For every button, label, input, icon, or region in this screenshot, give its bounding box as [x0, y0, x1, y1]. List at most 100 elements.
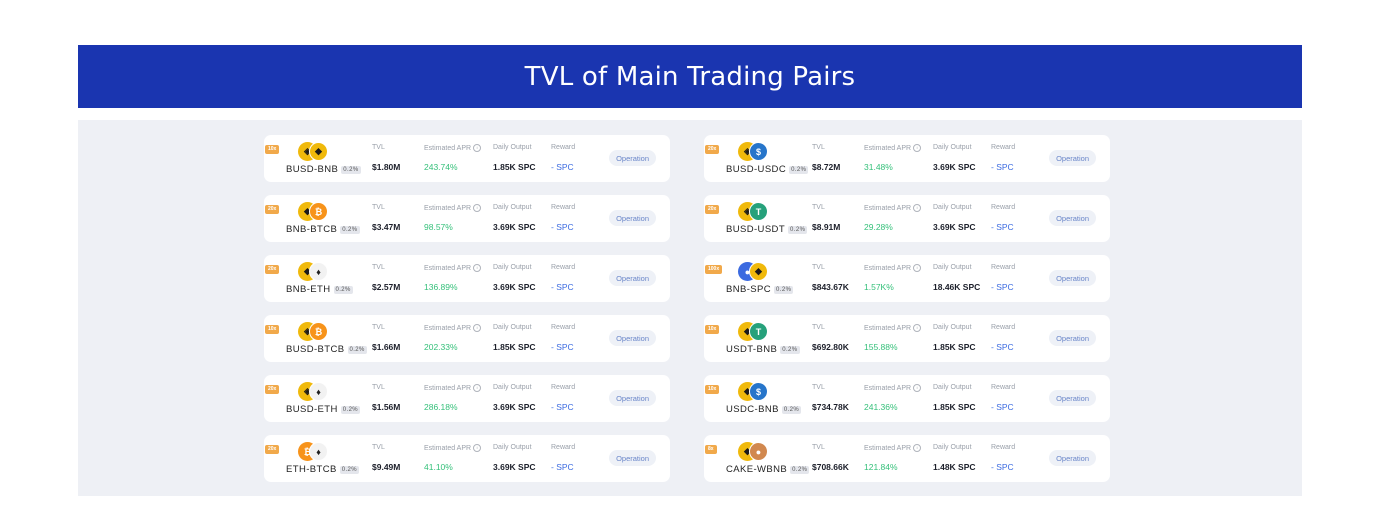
fee-badge: 0.2% [341, 165, 361, 174]
pair-icons: ◈ ♦ [298, 382, 328, 402]
token-icon-2: ♦ [309, 442, 328, 461]
tvl-label: TVL [372, 444, 385, 451]
apr-value: 1.57K% [864, 282, 894, 292]
operation-button[interactable]: Operation [1049, 390, 1096, 406]
multiplier-badge: 10x [705, 385, 720, 394]
daily-output-label: Daily Output [933, 384, 972, 391]
info-icon[interactable]: i [913, 144, 922, 152]
apr-value: 241.36% [864, 402, 898, 412]
info-icon[interactable]: i [473, 324, 482, 332]
pair-name: BUSD-ETH [286, 404, 338, 415]
pair-card: 20x ◆ ♦ BNB-ETH 0.2% TVL Estimated APR i… [264, 255, 670, 302]
multiplier-badge: 10x [705, 325, 720, 334]
pair-name: BUSD-USDT [726, 224, 786, 235]
multiplier-badge: 8x [705, 445, 717, 454]
apr-label: Estimated APR i [424, 264, 482, 272]
tvl-value: $3.47M [372, 222, 401, 232]
reward-value: - SPC [551, 462, 574, 472]
tvl-value: $1.80M [372, 162, 401, 172]
operation-button[interactable]: Operation [1049, 270, 1096, 286]
info-icon[interactable]: i [913, 264, 922, 272]
reward-value: - SPC [991, 402, 1014, 412]
reward-label: Reward [551, 384, 576, 391]
operation-button[interactable]: Operation [609, 390, 656, 406]
operation-button[interactable]: Operation [1049, 210, 1096, 226]
pair-name-row: BNB-SPC 0.2% [726, 284, 794, 295]
apr-label: Estimated APR i [864, 444, 922, 452]
apr-value: 98.57% [424, 222, 453, 232]
pair-icons: ● ◆ [738, 262, 768, 282]
apr-label: Estimated APR i [864, 324, 922, 332]
operation-button[interactable]: Operation [609, 330, 656, 346]
pair-card: 10x ◆ T USDT-BNB 0.2% TVL Estimated APR … [704, 315, 1110, 362]
operation-button[interactable]: Operation [609, 270, 656, 286]
pair-card: 20x ◈ ♦ BUSD-ETH 0.2% TVL Estimated APR … [264, 375, 670, 422]
pair-icons: ◆ ₿ [298, 202, 328, 222]
daily-output-value: 18.46K SPC [933, 282, 981, 292]
info-icon[interactable]: i [473, 144, 482, 152]
pair-name-row: BUSD-USDC 0.2% [726, 164, 809, 175]
apr-label: Estimated APR i [424, 144, 482, 152]
daily-output-value: 3.69K SPC [933, 162, 976, 172]
operation-button[interactable]: Operation [609, 210, 656, 226]
multiplier-badge: 20x [705, 145, 720, 154]
token-icon-2: ♦ [309, 382, 328, 401]
operation-button[interactable]: Operation [609, 150, 656, 166]
apr-label: Estimated APR i [424, 444, 482, 452]
info-icon[interactable]: i [473, 204, 482, 212]
apr-value: 121.84% [864, 462, 898, 472]
pair-card: 20x ◈ $ BUSD-USDC 0.2% TVL Estimated APR… [704, 135, 1110, 182]
info-icon[interactable]: i [913, 324, 922, 332]
operation-button[interactable]: Operation [609, 450, 656, 466]
multiplier-badge: 10x [265, 145, 280, 154]
tvl-label: TVL [812, 444, 825, 451]
apr-value: 31.48% [864, 162, 893, 172]
tvl-value: $708.66K [812, 462, 849, 472]
operation-button[interactable]: Operation [1049, 150, 1096, 166]
reward-value: - SPC [991, 162, 1014, 172]
tvl-value: $1.56M [372, 402, 401, 412]
pair-icons: ◈ $ [738, 142, 768, 162]
reward-value: - SPC [551, 402, 574, 412]
reward-label: Reward [551, 204, 576, 211]
daily-output-label: Daily Output [933, 324, 972, 331]
apr-value: 41.10% [424, 462, 453, 472]
daily-output-value: 3.69K SPC [493, 282, 536, 292]
tvl-label: TVL [372, 204, 385, 211]
reward-label: Reward [551, 264, 576, 271]
tvl-label: TVL [812, 264, 825, 271]
info-icon[interactable]: i [473, 264, 482, 272]
daily-output-value: 1.85K SPC [493, 162, 536, 172]
info-icon[interactable]: i [473, 384, 482, 392]
pair-card: 20x ₿ ♦ ETH-BTCB 0.2% TVL Estimated APR … [264, 435, 670, 482]
operation-button[interactable]: Operation [1049, 330, 1096, 346]
token-icon-2: ◆ [749, 262, 768, 281]
pair-name: BUSD-BNB [286, 164, 339, 175]
pair-name-row: BUSD-BTCB 0.2% [286, 344, 367, 355]
info-icon[interactable]: i [913, 444, 922, 452]
daily-output-label: Daily Output [933, 264, 972, 271]
daily-output-value: 3.69K SPC [493, 222, 536, 232]
pair-name: BUSD-USDC [726, 164, 787, 175]
apr-label: Estimated APR i [424, 384, 482, 392]
pair-icons: ◈ ◆ [298, 142, 328, 162]
pair-card: 20x ◆ ₿ BNB-BTCB 0.2% TVL Estimated APR … [264, 195, 670, 242]
pair-name-row: BUSD-ETH 0.2% [286, 404, 361, 415]
info-icon[interactable]: i [473, 444, 482, 452]
tvl-value: $8.91M [812, 222, 841, 232]
pair-name: ETH-BTCB [286, 464, 337, 475]
tvl-label: TVL [812, 144, 825, 151]
pair-card: 100x ● ◆ BNB-SPC 0.2% TVL Estimated APR … [704, 255, 1110, 302]
operation-button[interactable]: Operation [1049, 450, 1096, 466]
daily-output-value: 3.69K SPC [493, 462, 536, 472]
apr-label: Estimated APR i [424, 324, 482, 332]
tvl-label: TVL [372, 324, 385, 331]
token-icon-2: ₿ [309, 322, 328, 341]
reward-value: - SPC [551, 282, 574, 292]
info-icon[interactable]: i [913, 384, 922, 392]
reward-value: - SPC [551, 222, 574, 232]
daily-output-label: Daily Output [493, 384, 532, 391]
info-icon[interactable]: i [913, 204, 922, 212]
fee-badge: 0.2% [789, 165, 809, 174]
tvl-value: $1.66M [372, 342, 401, 352]
